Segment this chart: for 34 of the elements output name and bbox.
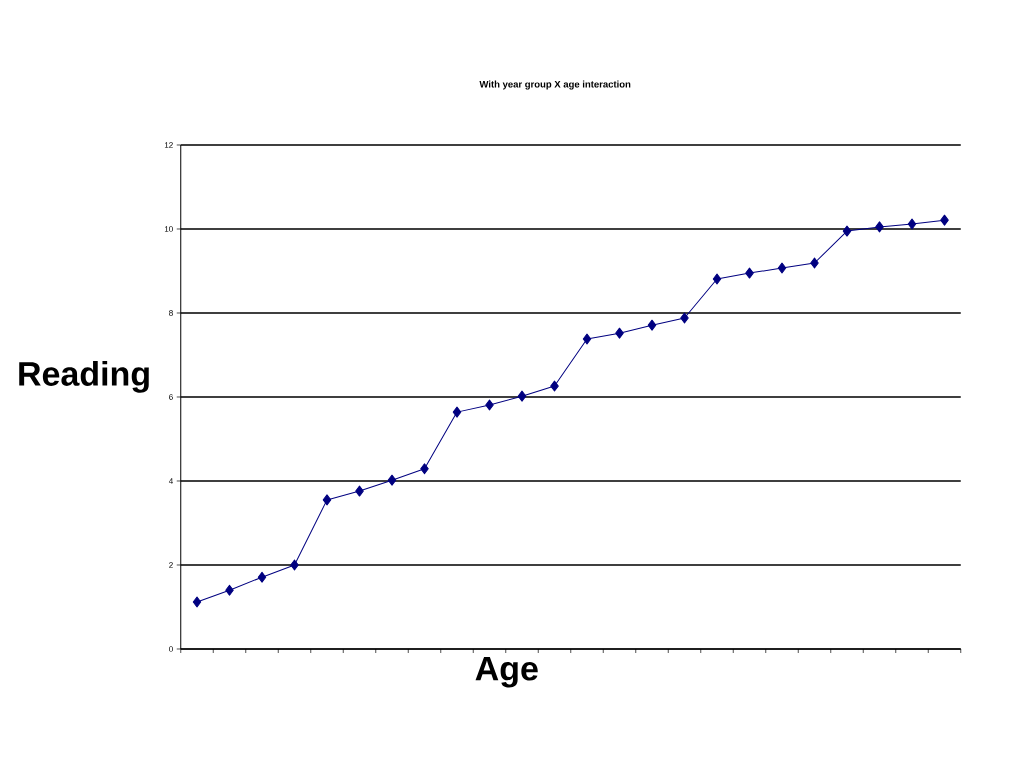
point <box>712 273 722 285</box>
point <box>647 319 657 331</box>
point <box>940 214 949 226</box>
point <box>745 267 754 279</box>
point <box>875 221 884 233</box>
point <box>257 571 267 583</box>
point <box>842 225 852 237</box>
y-tick-label: 0 <box>169 646 173 652</box>
x-axis-title: Age <box>475 656 538 688</box>
point <box>192 596 202 608</box>
point <box>810 257 819 269</box>
y-tick-label: 2 <box>169 562 173 568</box>
point <box>387 474 397 486</box>
point <box>615 327 624 339</box>
y-tick-label: 4 <box>168 478 173 484</box>
y-tick-label: 12 <box>164 142 173 148</box>
point <box>907 218 917 230</box>
point <box>550 380 559 392</box>
y-tick-label: 8 <box>169 310 173 316</box>
point <box>680 312 689 324</box>
point <box>322 494 332 506</box>
chart-title: With year group X age interaction <box>479 80 631 90</box>
point <box>225 584 234 596</box>
y-axis-title: Reading <box>19 360 149 393</box>
point <box>355 485 364 497</box>
point <box>582 333 592 345</box>
point <box>420 463 429 475</box>
point <box>290 559 299 571</box>
y-tick-label: 10 <box>164 226 173 232</box>
point <box>777 262 787 274</box>
y-tick-label: 6 <box>169 394 173 400</box>
point <box>517 390 527 402</box>
point <box>452 406 462 418</box>
point <box>485 399 494 411</box>
